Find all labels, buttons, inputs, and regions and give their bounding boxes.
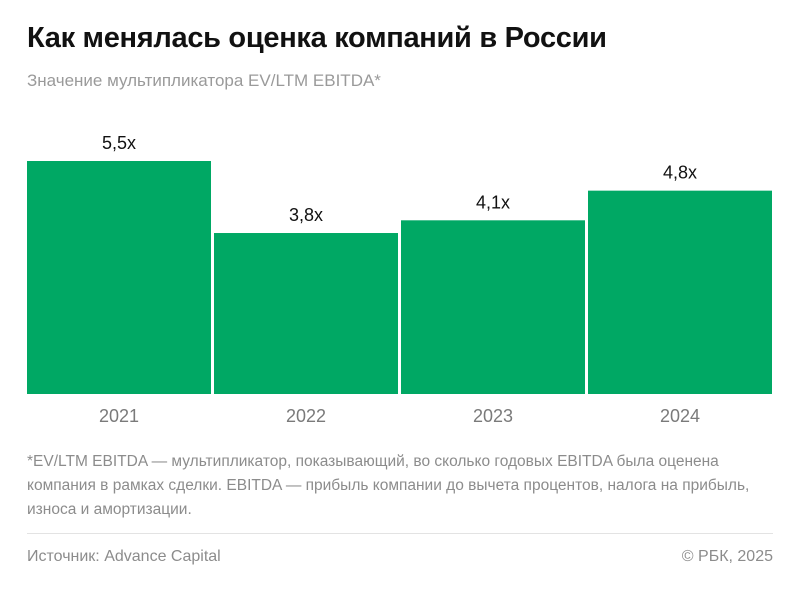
bar-2024 bbox=[588, 190, 772, 394]
x-tick-label: 2021 bbox=[99, 406, 139, 426]
footnote: *EV/LTM EBITDA — мультипликатор, показыв… bbox=[27, 453, 750, 518]
bar-2023 bbox=[401, 220, 585, 394]
x-tick-label: 2022 bbox=[286, 406, 326, 426]
x-tick-label: 2024 bbox=[660, 406, 700, 426]
data-label: 4,8x bbox=[663, 163, 697, 183]
copyright: © РБК, 2025 bbox=[681, 548, 773, 565]
x-tick-label: 2023 bbox=[473, 406, 513, 426]
data-label: 5,5x bbox=[102, 133, 136, 153]
bar-chart: 5,5x 2021 3,8x 2022 4,1x 2023 4,8x 2024 bbox=[27, 133, 772, 426]
chart-title: Как менялась оценка компаний в России bbox=[27, 22, 607, 54]
divider bbox=[27, 533, 773, 534]
bar-2021 bbox=[27, 161, 211, 394]
bar-2022 bbox=[214, 233, 398, 394]
data-label: 3,8x bbox=[289, 205, 323, 225]
data-label: 4,1x bbox=[476, 192, 510, 212]
chart-subtitle: Значение мультипликатора EV/LTM EBITDA* bbox=[27, 71, 381, 90]
source: Источник: Advance Capital bbox=[27, 548, 221, 565]
